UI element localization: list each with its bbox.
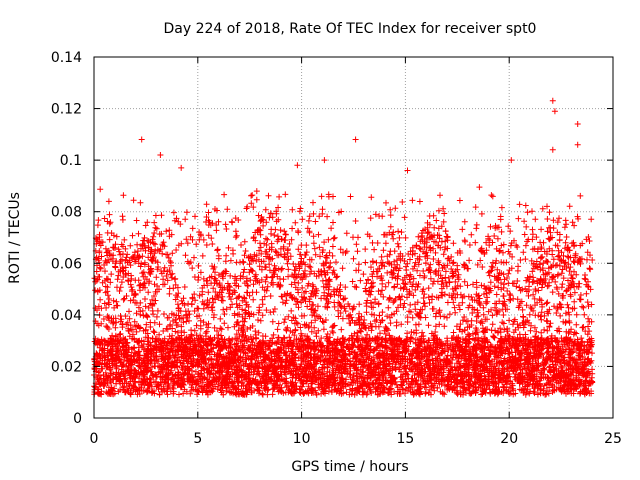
y-tick-label: 0.02 (51, 359, 82, 375)
x-tick-label: 10 (293, 431, 311, 447)
x-axis-label: GPS time / hours (291, 459, 408, 475)
x-tick-label: 0 (90, 431, 99, 447)
y-axis-label: ROTI / TECUs (7, 192, 23, 284)
y-tick-label: 0.12 (51, 102, 82, 118)
y-tick-label: 0.04 (51, 308, 82, 324)
y-tick-labels: 0 0.02 0.04 0.06 0.08 0.1 0.12 0.14 (51, 50, 82, 427)
y-tick-label: 0.06 (51, 256, 82, 272)
x-tick-label: 25 (604, 431, 622, 447)
x-tick-label: 5 (193, 431, 202, 447)
y-tick-label: 0.1 (60, 153, 82, 169)
data-points (91, 97, 596, 398)
y-tick-label: 0.08 (51, 205, 82, 221)
y-tick-label: 0 (73, 411, 82, 427)
roti-series-markers (91, 97, 596, 398)
x-tick-label: 20 (500, 431, 518, 447)
chart-title: Day 224 of 2018, Rate Of TEC Index for r… (164, 21, 537, 37)
y-tick-label: 0.14 (51, 50, 82, 66)
plot-frame (93, 56, 614, 419)
x-tick-label: 15 (396, 431, 414, 447)
x-tick-labels: 0 5 10 15 20 25 (90, 431, 622, 447)
axis-ticks (93, 56, 614, 419)
